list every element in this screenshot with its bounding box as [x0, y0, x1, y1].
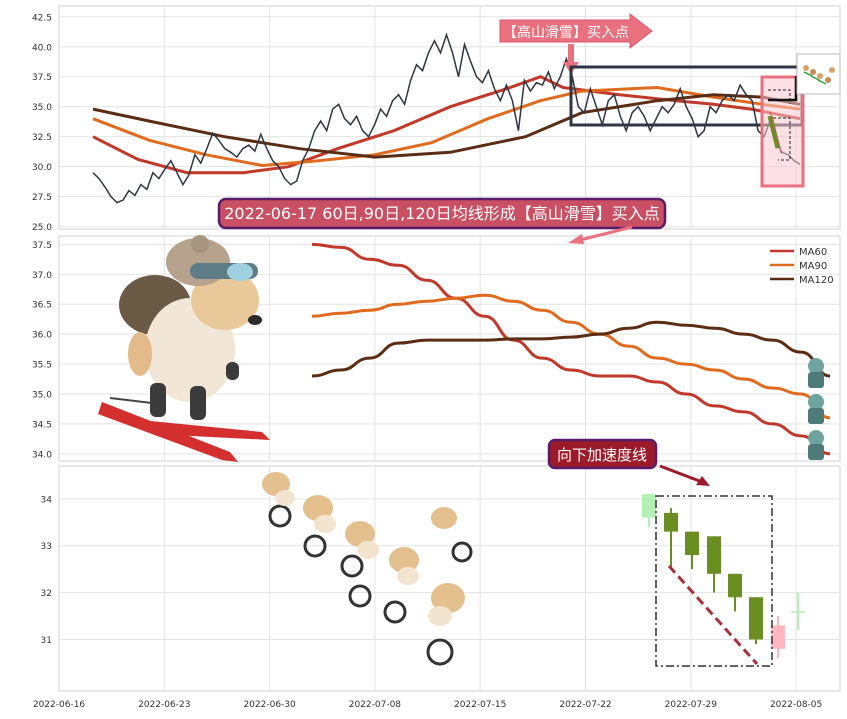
- cycling-dogs-icon: [262, 472, 473, 666]
- decel-label-text: 向下加速度线: [557, 446, 647, 464]
- zoom-thumbnail-icon: [796, 53, 841, 95]
- x-tick-label: 2022-08-05: [770, 700, 822, 710]
- top-line-ma60: [92, 75, 801, 175]
- candle-body: [642, 494, 656, 518]
- candle-body: [707, 536, 721, 574]
- candle-body: [749, 597, 763, 640]
- x-tick-label: 2022-06-16: [33, 700, 86, 710]
- candle-body: [791, 611, 805, 613]
- candle-body: [685, 531, 699, 556]
- ma-panel-yticks: 34.0 34.5 35.0 35.5 36.0 36.5 37.0 37.5: [32, 241, 52, 460]
- y-tick-label: 34: [41, 495, 53, 505]
- middle-banner-pointer-head: [568, 234, 584, 244]
- y-tick-label: 35.0: [32, 390, 52, 400]
- price-panel-grid: [59, 6, 840, 229]
- top-signal-arrow-shape: [499, 12, 653, 50]
- x-tick-label: 2022-07-15: [454, 700, 506, 710]
- y-tick-label: 32: [41, 589, 52, 599]
- y-tick-label: 27.5: [32, 193, 52, 203]
- y-tick-label: 37.0: [32, 271, 52, 281]
- decel-pointer-head: [696, 476, 710, 486]
- middle-banner-text: 2022-06-17 60日,90日,120日均线形成【高山滑雪】买入点: [224, 204, 660, 223]
- decel-box: [655, 495, 773, 667]
- legend-label-ma120: MA120: [799, 275, 834, 286]
- y-tick-label: 33: [41, 542, 52, 552]
- x-axis-ticks: 2022-06-16 2022-06-23 2022-06-30 2022-07-08…: [33, 700, 822, 710]
- x-tick-label: 2022-07-22: [559, 700, 611, 710]
- y-tick-label: 30.0: [32, 163, 52, 173]
- middle-banner-pointer: [579, 225, 633, 242]
- y-tick-label: 36.5: [32, 301, 52, 311]
- price-panel: 25.0 27.5 30.0 32.5 35.0 37.5 40.0 42.5: [32, 5, 841, 233]
- middle-banner: 2022-06-17 60日,90日,120日均线形成【高山滑雪】买入点: [217, 197, 667, 244]
- y-tick-label: 42.5: [32, 13, 52, 23]
- decel-callout: 向下加速度线: [547, 438, 710, 486]
- signal-mini-candles: [767, 115, 781, 149]
- legend-label-ma60: MA60: [799, 247, 827, 258]
- ma-panel-lines: [311, 242, 831, 456]
- y-tick-label: 40.0: [32, 43, 52, 53]
- y-tick-label: 36.0: [32, 331, 52, 341]
- top-line-price: [92, 32, 801, 204]
- legend: MA60 MA90 MA120: [770, 247, 834, 286]
- top-signal-callout: 【高山滑雪】买入点: [499, 12, 653, 74]
- x-tick-label: 2022-07-29: [665, 700, 718, 710]
- candle-panel-frame: [58, 465, 841, 692]
- y-tick-label: 34.5: [32, 420, 52, 430]
- y-tick-label: 35.0: [32, 103, 52, 113]
- top-signal-label: 【高山滑雪】买入点: [503, 24, 629, 41]
- candle-panel-yticks: 31 32 33 34: [41, 495, 53, 646]
- y-tick-label: 35.5: [32, 361, 52, 371]
- mid-line-ma90: [311, 293, 831, 420]
- candle-panel: 31 32 33 34: [41, 465, 841, 692]
- legend-label-ma90: MA90: [799, 261, 827, 272]
- x-tick-label: 2022-07-08: [349, 700, 402, 710]
- x-tick-label: 2022-06-23: [138, 700, 190, 710]
- decel-trendline: [667, 564, 759, 666]
- y-tick-label: 37.5: [32, 73, 52, 83]
- price-panel-yticks: 25.0 27.5 30.0 32.5 35.0 37.5 40.0 42.5: [32, 13, 52, 233]
- mid-line-ma120: [311, 320, 831, 378]
- y-tick-label: 34.0: [32, 450, 52, 460]
- price-panel-frame: [58, 5, 841, 230]
- candle-body: [728, 573, 742, 598]
- connector-line: [768, 76, 798, 102]
- soldier-figures-icon: [808, 358, 824, 460]
- candle-panel-candles: [642, 494, 805, 659]
- y-tick-label: 31: [41, 636, 52, 646]
- price-panel-lines: [92, 32, 801, 204]
- candle-body: [771, 625, 785, 649]
- mid-line-ma60: [311, 242, 831, 456]
- x-tick-label: 2022-06-30: [243, 700, 296, 710]
- decel-pointer: [659, 464, 703, 484]
- y-tick-label: 32.5: [32, 133, 52, 143]
- candle-body: [664, 512, 678, 532]
- y-tick-label: 25.0: [32, 223, 52, 233]
- signal-mini-trendline: [769, 111, 783, 156]
- decel-label-box: [547, 438, 658, 470]
- skiing-dog-icon: [98, 235, 270, 462]
- middle-banner-box: [217, 197, 667, 230]
- y-tick-label: 37.5: [32, 241, 52, 251]
